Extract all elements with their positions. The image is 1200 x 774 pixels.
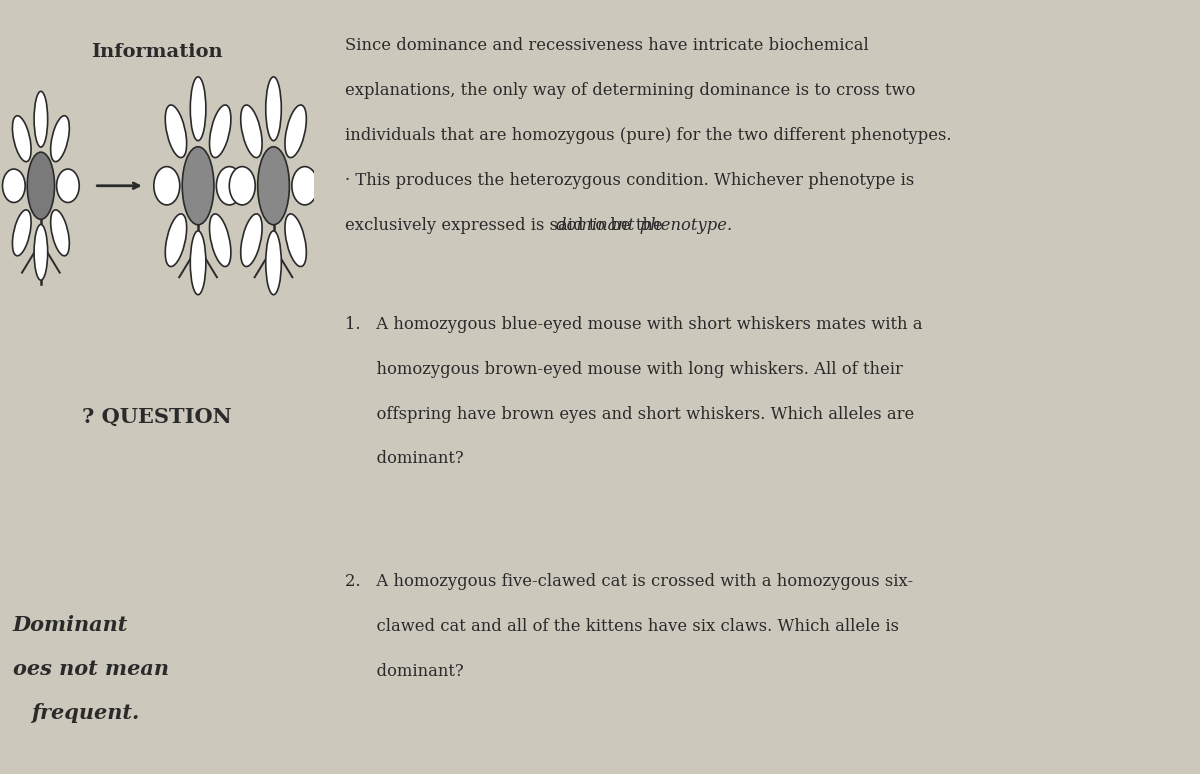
Circle shape bbox=[258, 147, 289, 224]
Ellipse shape bbox=[216, 166, 242, 205]
Ellipse shape bbox=[241, 214, 262, 266]
Circle shape bbox=[28, 152, 54, 219]
Ellipse shape bbox=[12, 210, 31, 255]
Ellipse shape bbox=[2, 169, 25, 203]
Ellipse shape bbox=[284, 105, 306, 158]
Text: dominant?: dominant? bbox=[346, 663, 464, 680]
Text: explanations, the only way of determining dominance is to cross two: explanations, the only way of determinin… bbox=[346, 82, 916, 99]
Ellipse shape bbox=[166, 105, 187, 158]
Text: homozygous brown-eyed mouse with long whiskers. All of their: homozygous brown-eyed mouse with long wh… bbox=[346, 361, 904, 378]
Ellipse shape bbox=[56, 169, 79, 203]
Ellipse shape bbox=[191, 231, 206, 295]
Ellipse shape bbox=[50, 116, 70, 162]
Ellipse shape bbox=[265, 77, 281, 141]
Ellipse shape bbox=[34, 91, 48, 147]
Text: dominant?: dominant? bbox=[346, 450, 464, 467]
Ellipse shape bbox=[210, 105, 230, 158]
Text: exclusively expressed is said to be the: exclusively expressed is said to be the bbox=[346, 217, 668, 234]
Text: offspring have brown eyes and short whiskers. Which alleles are: offspring have brown eyes and short whis… bbox=[346, 406, 914, 423]
Ellipse shape bbox=[210, 214, 230, 266]
Text: · This produces the heterozygous condition. Whichever phenotype is: · This produces the heterozygous conditi… bbox=[346, 172, 914, 189]
Text: dominant phenotype.: dominant phenotype. bbox=[556, 217, 732, 234]
Ellipse shape bbox=[292, 166, 318, 205]
Ellipse shape bbox=[191, 77, 206, 141]
Ellipse shape bbox=[50, 210, 70, 255]
Text: oes not mean: oes not mean bbox=[12, 659, 168, 680]
Ellipse shape bbox=[34, 224, 48, 280]
Ellipse shape bbox=[241, 105, 262, 158]
Text: ? QUESTION: ? QUESTION bbox=[83, 406, 232, 426]
Text: Information: Information bbox=[91, 43, 223, 60]
Text: Since dominance and recessiveness have intricate biochemical: Since dominance and recessiveness have i… bbox=[346, 37, 869, 54]
Ellipse shape bbox=[229, 166, 256, 205]
Text: Dominant: Dominant bbox=[12, 615, 128, 635]
Ellipse shape bbox=[284, 214, 306, 266]
Text: 1.   A homozygous blue-eyed mouse with short whiskers mates with a: 1. A homozygous blue-eyed mouse with sho… bbox=[346, 316, 923, 333]
Text: individuals that are homozygous (pure) for the two different phenotypes.: individuals that are homozygous (pure) f… bbox=[346, 127, 952, 144]
Text: clawed cat and all of the kittens have six claws. Which allele is: clawed cat and all of the kittens have s… bbox=[346, 618, 899, 635]
Circle shape bbox=[182, 147, 214, 224]
Ellipse shape bbox=[12, 116, 31, 162]
Text: frequent.: frequent. bbox=[31, 703, 139, 723]
Ellipse shape bbox=[166, 214, 187, 266]
Text: 2.   A homozygous five-clawed cat is crossed with a homozygous six-: 2. A homozygous five-clawed cat is cross… bbox=[346, 573, 913, 590]
Ellipse shape bbox=[265, 231, 281, 295]
Ellipse shape bbox=[154, 166, 180, 205]
